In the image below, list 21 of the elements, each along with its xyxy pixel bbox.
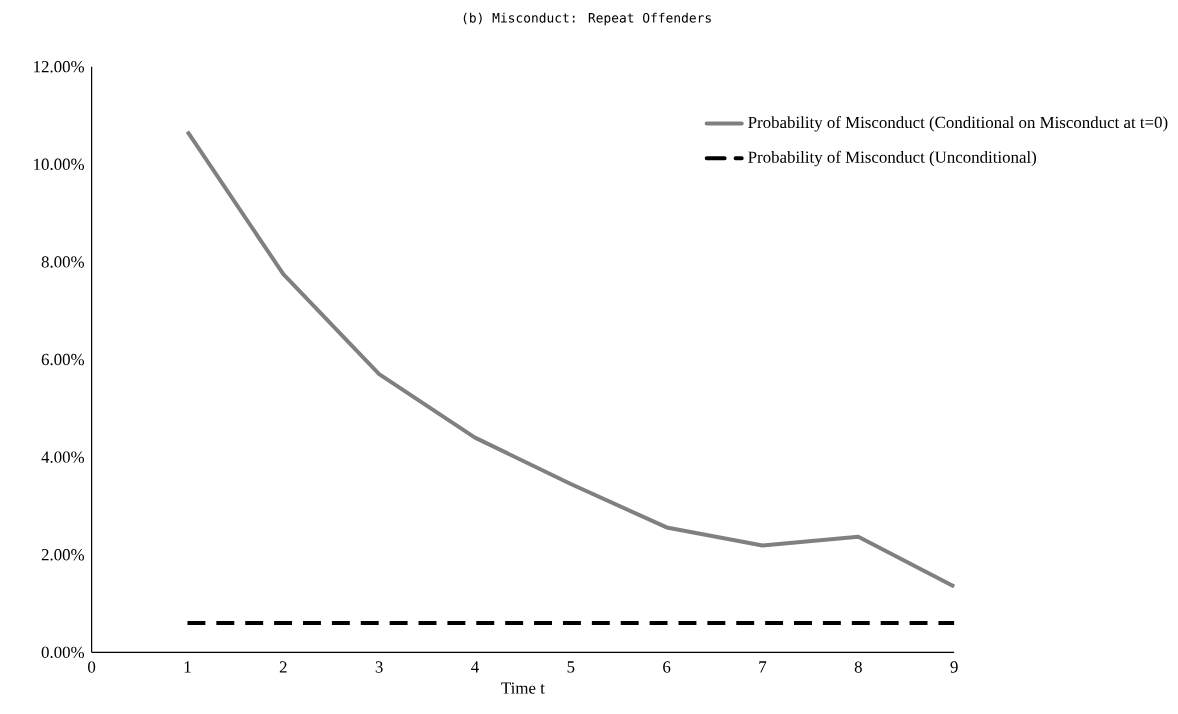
- legend-label: Probability of Misconduct (Unconditional): [748, 150, 1037, 167]
- chart-title: (b) Misconduct: Repeat Offenders: [463, 12, 711, 26]
- x-tick-label: 3: [375, 661, 383, 673]
- x-tick-label: 2: [279, 661, 287, 673]
- y-tick-label: 6.00%: [41, 353, 85, 366]
- x-tick-label: 7: [759, 661, 767, 673]
- y-tick-label: 12.00%: [34, 60, 85, 73]
- legend-label: Probability of Misconduct (Conditional on Misconduct at t=0): [748, 115, 1168, 132]
- x-tick-label: 5: [567, 661, 575, 673]
- x-tick-label: 0: [88, 661, 96, 673]
- y-tick-label: 4.00%: [41, 451, 85, 463]
- x-tick-label: 1: [184, 661, 191, 673]
- x-tick-label: 6: [663, 661, 671, 673]
- x-tick-label: 8: [854, 661, 862, 673]
- y-tick-label: 0.00%: [41, 646, 85, 659]
- y-tick-label: 2.00%: [41, 548, 85, 561]
- y-tick-label: 8.00%: [41, 256, 85, 268]
- x-axis-title: Time t: [501, 682, 545, 694]
- y-tick-label: 10.00%: [34, 158, 85, 171]
- x-tick-label: 4: [471, 661, 479, 673]
- x-tick-label: 9: [950, 661, 958, 673]
